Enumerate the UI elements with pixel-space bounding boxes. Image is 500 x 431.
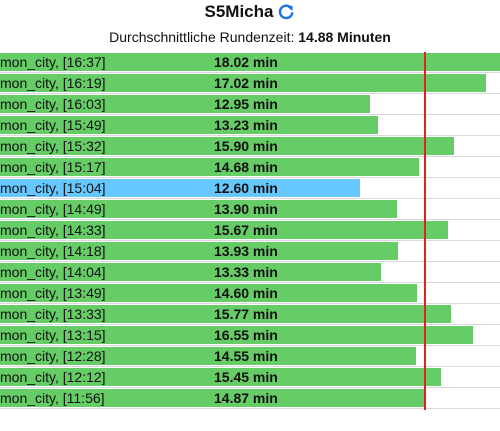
lap-bar [0, 179, 360, 197]
lap-label: mon_city, [16:19] [0, 75, 106, 91]
lap-time: 13.93 min [214, 243, 278, 259]
lap-time: 14.68 min [214, 159, 278, 175]
lap-time: 14.55 min [214, 348, 278, 364]
lap-bar [0, 200, 398, 218]
lap-label: mon_city, [14:33] [0, 222, 106, 238]
lap-row[interactable]: mon_city, [11:56] 14.87 min [0, 388, 500, 409]
lap-time: 16.55 min [214, 327, 278, 343]
lap-label: mon_city, [13:49] [0, 285, 106, 301]
lap-bar [0, 263, 381, 281]
lap-time: 12.60 min [214, 180, 278, 196]
lap-time: 17.02 min [214, 75, 278, 91]
lap-time: 15.90 min [214, 138, 278, 154]
lap-label: mon_city, [15:17] [0, 159, 106, 175]
lap-label: mon_city, [13:15] [0, 327, 106, 343]
lap-bar [0, 305, 451, 323]
title-wrap: S5Micha [205, 2, 296, 22]
header: S5Micha [0, 0, 500, 24]
lap-bar [0, 389, 425, 407]
lap-bar [0, 347, 416, 365]
lap-time: 13.90 min [214, 201, 278, 217]
lap-row[interactable]: mon_city, [13:33] 15.77 min [0, 304, 500, 325]
lap-row[interactable]: mon_city, [13:15] 16.55 min [0, 325, 500, 346]
lap-label: mon_city, [15:04] [0, 180, 106, 196]
average-label: Durchschnittliche Rundenzeit: [109, 29, 295, 45]
lap-bar [0, 53, 500, 71]
lap-bar [0, 95, 370, 113]
lap-label: mon_city, [16:03] [0, 96, 106, 112]
lap-bar [0, 326, 473, 344]
lap-bar [0, 284, 418, 302]
lap-label: mon_city, [15:32] [0, 138, 106, 154]
average-summary: Durchschnittliche Rundenzeit: 14.88 Minu… [0, 28, 500, 46]
lap-row[interactable]: mon_city, [12:12] 15.45 min [0, 367, 500, 388]
lap-bar [0, 221, 448, 239]
refresh-icon[interactable] [277, 3, 295, 21]
lap-label: mon_city, [11:56] [0, 390, 105, 406]
lap-row[interactable]: mon_city, [14:18] 13.93 min [0, 241, 500, 262]
lap-bar [0, 74, 487, 92]
average-value: 14.88 Minuten [298, 29, 391, 45]
lap-row[interactable]: mon_city, [12:28] 14.55 min [0, 346, 500, 367]
lap-label: mon_city, [12:28] [0, 348, 106, 364]
average-line [424, 52, 427, 410]
lap-row[interactable]: mon_city, [15:04] 12.60 min [0, 178, 500, 199]
lap-time: 13.23 min [214, 117, 278, 133]
lap-row[interactable]: mon_city, [14:04] 13.33 min [0, 262, 500, 283]
lap-bar [0, 137, 455, 155]
lap-label: mon_city, [14:18] [0, 243, 106, 259]
lap-label: mon_city, [15:49] [0, 117, 106, 133]
lap-row[interactable]: mon_city, [15:17] 14.68 min [0, 157, 500, 178]
lap-time: 13.33 min [214, 264, 278, 280]
lap-row[interactable]: mon_city, [16:03] 12.95 min [0, 94, 500, 115]
lap-bar [0, 242, 398, 260]
lap-label: mon_city, [12:12] [0, 369, 106, 385]
lap-row[interactable]: mon_city, [14:49] 13.90 min [0, 199, 500, 220]
lap-time: 15.77 min [214, 306, 278, 322]
lap-time: 18.02 min [214, 54, 278, 70]
lap-label: mon_city, [14:04] [0, 264, 106, 280]
lap-bar [0, 158, 420, 176]
lap-row[interactable]: mon_city, [13:49] 14.60 min [0, 283, 500, 304]
lap-label: mon_city, [14:49] [0, 201, 106, 217]
page-title: S5Micha [204, 2, 274, 21]
lap-time: 15.67 min [214, 222, 278, 238]
lap-label: mon_city, [13:33] [0, 306, 106, 322]
lap-row[interactable]: mon_city, [16:19] 17.02 min [0, 73, 500, 94]
lap-row[interactable]: mon_city, [14:33] 15.67 min [0, 220, 500, 241]
lap-bar [0, 116, 378, 134]
lap-list: mon_city, [16:37] 18.02 min mon_city, [16:… [0, 52, 500, 409]
lap-row[interactable]: mon_city, [16:37] 18.02 min [0, 52, 500, 73]
lap-time: 15.45 min [214, 369, 278, 385]
lap-row[interactable]: mon_city, [15:32] 15.90 min [0, 136, 500, 157]
lap-time: 14.60 min [214, 285, 278, 301]
lap-time: 14.87 min [214, 390, 278, 406]
lap-bar [0, 368, 442, 386]
lap-label: mon_city, [16:37] [0, 54, 106, 70]
lap-time: 12.95 min [214, 96, 278, 112]
lap-row[interactable]: mon_city, [15:49] 13.23 min [0, 115, 500, 136]
